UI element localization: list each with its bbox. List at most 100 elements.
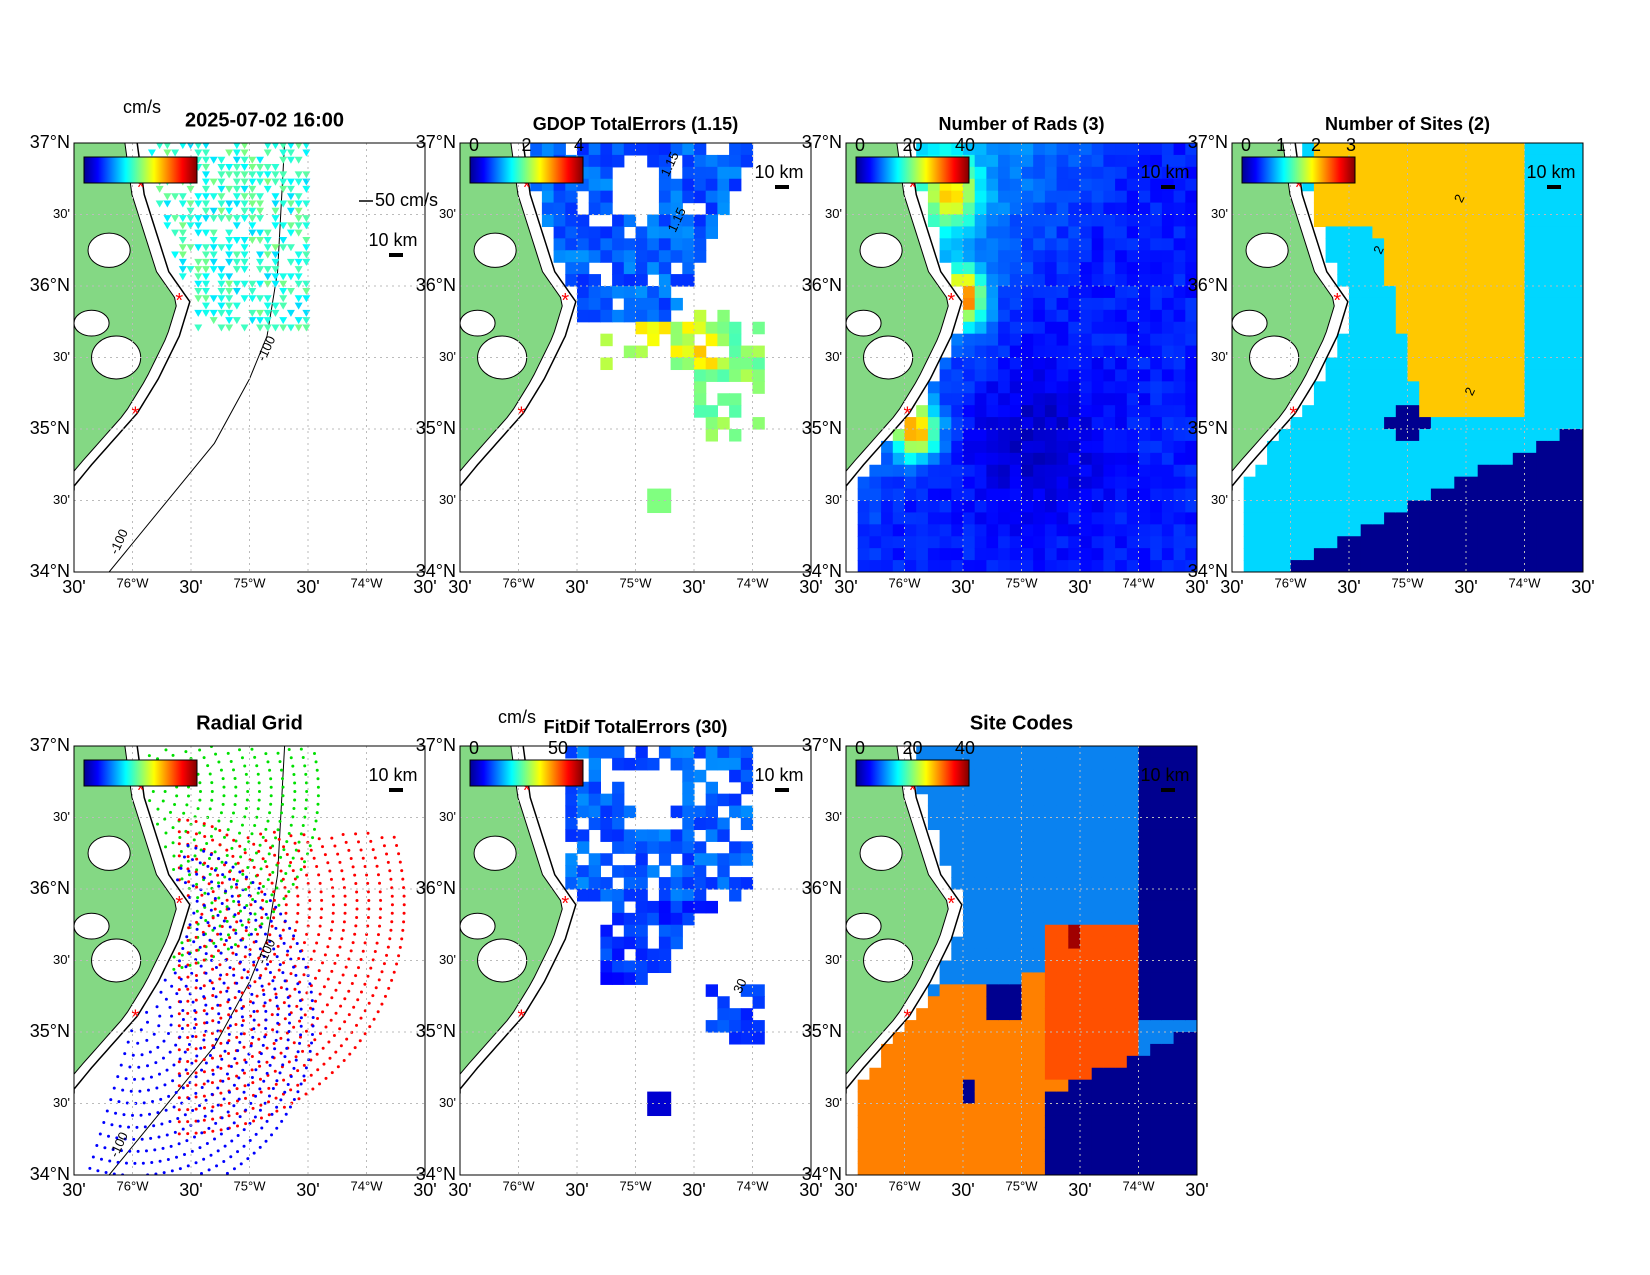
field-cell	[1091, 829, 1104, 842]
field-cell	[1044, 154, 1058, 168]
field-cell	[1091, 746, 1104, 759]
current-vector	[187, 143, 195, 150]
field-cell	[1325, 464, 1338, 478]
field-cell	[647, 143, 660, 156]
field-cell	[1150, 865, 1163, 878]
field-cell	[577, 286, 590, 299]
field-cell	[1009, 333, 1023, 347]
field-cell	[1325, 226, 1338, 239]
field-cell	[1407, 381, 1420, 394]
field-cell	[1419, 321, 1432, 335]
current-vector	[178, 244, 187, 252]
radial-point	[267, 982, 271, 986]
radial-point	[188, 923, 192, 927]
field-cell	[939, 417, 952, 430]
field-cell	[1091, 817, 1104, 831]
field-cell	[1103, 166, 1116, 180]
radial-point	[312, 752, 316, 756]
field-cell	[635, 960, 648, 974]
field-cell	[1161, 226, 1175, 239]
field-cell	[1325, 381, 1338, 394]
field-cell	[1044, 1103, 1058, 1117]
field-cell	[1337, 548, 1350, 561]
radial-point	[272, 910, 276, 914]
field-cell	[1044, 996, 1058, 1009]
field-cell	[1384, 452, 1397, 466]
field-cell	[951, 853, 964, 866]
field-cell	[1524, 143, 1537, 156]
field-cell	[1360, 405, 1373, 418]
field-cell	[1501, 476, 1514, 490]
field-cell	[1091, 1055, 1104, 1069]
field-cell	[892, 548, 906, 561]
current-vector	[240, 164, 249, 172]
radial-point	[266, 878, 270, 882]
field-cell	[1021, 357, 1034, 371]
field-cell	[635, 757, 648, 771]
field-cell	[951, 948, 964, 962]
current-vector	[194, 222, 203, 230]
field-cell	[670, 297, 683, 311]
radial-point	[175, 1155, 179, 1159]
field-cell	[600, 877, 613, 890]
radial-point	[250, 1068, 254, 1072]
field-cell	[1185, 1091, 1197, 1105]
radial-point	[319, 1031, 323, 1035]
field-cell	[1337, 262, 1350, 275]
field-cell	[1290, 464, 1303, 478]
field-cell	[694, 178, 707, 192]
field-cell	[916, 1079, 929, 1093]
field-cell	[1103, 746, 1116, 759]
field-cell	[1115, 548, 1128, 561]
field-cell	[1150, 1055, 1163, 1069]
field-cell	[974, 996, 987, 1009]
radial-point	[302, 865, 306, 869]
field-cell	[1501, 166, 1514, 180]
field-cell	[658, 166, 672, 180]
lon-tick-label: 30'	[1185, 577, 1208, 597]
field-cell	[1068, 476, 1081, 490]
field-cell	[916, 1103, 929, 1117]
field-cell	[694, 769, 707, 783]
field-cell	[1150, 781, 1163, 795]
field-cell	[974, 178, 987, 192]
current-vector	[217, 193, 226, 201]
field-cell	[892, 1139, 906, 1152]
current-vector	[171, 149, 180, 157]
field-cell	[1173, 321, 1186, 335]
radial-point	[204, 1098, 208, 1102]
field-cell	[1349, 536, 1362, 549]
radial-point	[178, 1167, 182, 1171]
field-cell	[998, 817, 1011, 831]
field-cell	[635, 924, 648, 938]
current-vector	[302, 149, 311, 157]
radial-point	[289, 945, 293, 949]
current-vector	[295, 143, 303, 150]
radial-point	[251, 1035, 255, 1039]
radial-point	[237, 989, 241, 993]
radial-point	[354, 974, 358, 978]
field-cell	[1185, 262, 1197, 275]
field-cell	[974, 924, 987, 938]
field-cell	[1173, 1032, 1186, 1045]
field-cell	[1407, 190, 1420, 204]
field-cell	[740, 769, 754, 783]
field-cell	[1571, 488, 1583, 502]
radial-point	[208, 772, 212, 776]
field-cell	[1337, 560, 1350, 572]
radial-point	[126, 1040, 130, 1044]
field-cell	[1442, 262, 1455, 275]
field-cell	[904, 1115, 917, 1128]
field-cell	[1173, 1127, 1186, 1140]
radial-point	[178, 1035, 182, 1039]
radial-point	[268, 811, 272, 815]
field-cell	[1033, 429, 1046, 442]
field-cell	[1407, 166, 1420, 180]
current-vector	[209, 266, 218, 274]
current-vector	[271, 266, 280, 274]
field-cell	[729, 357, 742, 371]
field-cell	[623, 214, 637, 228]
lon-tick-label: 30'	[799, 577, 822, 597]
radial-point	[269, 794, 273, 798]
field-cell	[951, 274, 964, 287]
